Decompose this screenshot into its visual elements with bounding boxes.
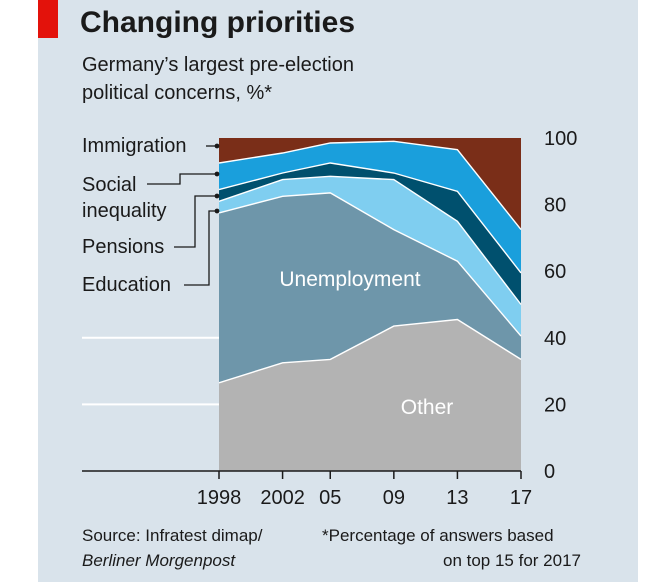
leader-social-inequality bbox=[147, 173, 217, 185]
legend-label-social-line2: inequality bbox=[82, 200, 167, 222]
legend-leader-lines bbox=[147, 143, 220, 286]
legend-label-social-line1: Social bbox=[82, 174, 136, 196]
x-tick-label-05: 05 bbox=[319, 487, 341, 509]
y-tick-label-20: 20 bbox=[544, 394, 566, 416]
y-tick-label-0: 0 bbox=[544, 461, 555, 483]
boundary-social-inequality bbox=[218, 140, 522, 231]
series-labels: Unemployment Other Immigration Social inequa… bbox=[82, 135, 453, 419]
chart-subtitle-line2: political concerns, %* bbox=[82, 82, 273, 104]
legend-label-pensions: Pensions bbox=[82, 236, 164, 258]
x-tick-label-1998: 1998 bbox=[197, 487, 242, 509]
legend-label-education: Education bbox=[82, 274, 171, 296]
series-label-other: Other bbox=[401, 396, 454, 419]
area-education bbox=[219, 176, 521, 337]
y-tick-label-80: 80 bbox=[544, 195, 566, 217]
y-axis: 0 20 40 60 80 100 bbox=[544, 128, 577, 483]
x-tick-label-17: 17 bbox=[510, 487, 532, 509]
leader-dot-immigration bbox=[214, 143, 220, 149]
boundary-other bbox=[218, 318, 522, 384]
leader-pensions bbox=[174, 195, 217, 248]
x-tick-label-13: 13 bbox=[446, 487, 468, 509]
boundary-unemployment bbox=[218, 192, 522, 337]
brand-tag bbox=[38, 0, 58, 38]
x-tick-label-09: 09 bbox=[383, 487, 405, 509]
leader-dot-pensions bbox=[214, 193, 220, 199]
source-line1: Source: Infratest dimap/ bbox=[82, 526, 263, 545]
y-tick-label-40: 40 bbox=[544, 328, 566, 350]
area-immigration bbox=[219, 138, 521, 230]
boundary-education bbox=[218, 175, 522, 305]
footnote-line2: on top 15 for 2017 bbox=[442, 551, 581, 570]
y-tick-label-100: 100 bbox=[544, 128, 577, 150]
series-label-unemployment: Unemployment bbox=[279, 268, 420, 291]
area-social-inequality bbox=[219, 141, 521, 273]
boundary-pensions bbox=[218, 162, 522, 274]
source-line2: Berliner Morgenpost bbox=[82, 551, 236, 570]
leader-education bbox=[184, 210, 217, 286]
area-layers bbox=[218, 138, 522, 471]
area-unemployment bbox=[219, 192, 521, 383]
legend-label-immigration: Immigration bbox=[82, 135, 186, 157]
x-tick-label-2002: 2002 bbox=[260, 487, 305, 509]
area-pensions bbox=[219, 163, 521, 305]
footnote-line1: *Percentage of answers based bbox=[322, 526, 554, 545]
chart-title: Changing priorities bbox=[80, 6, 356, 39]
area-other bbox=[219, 319, 521, 471]
y-tick-label-60: 60 bbox=[544, 261, 566, 283]
x-axis: 1998 2002 05 09 13 17 bbox=[82, 470, 532, 509]
leader-dot-social-inequality bbox=[214, 171, 220, 177]
leader-dot-education bbox=[214, 208, 220, 214]
chart-subtitle-line1: Germany’s largest pre-election bbox=[82, 54, 354, 76]
